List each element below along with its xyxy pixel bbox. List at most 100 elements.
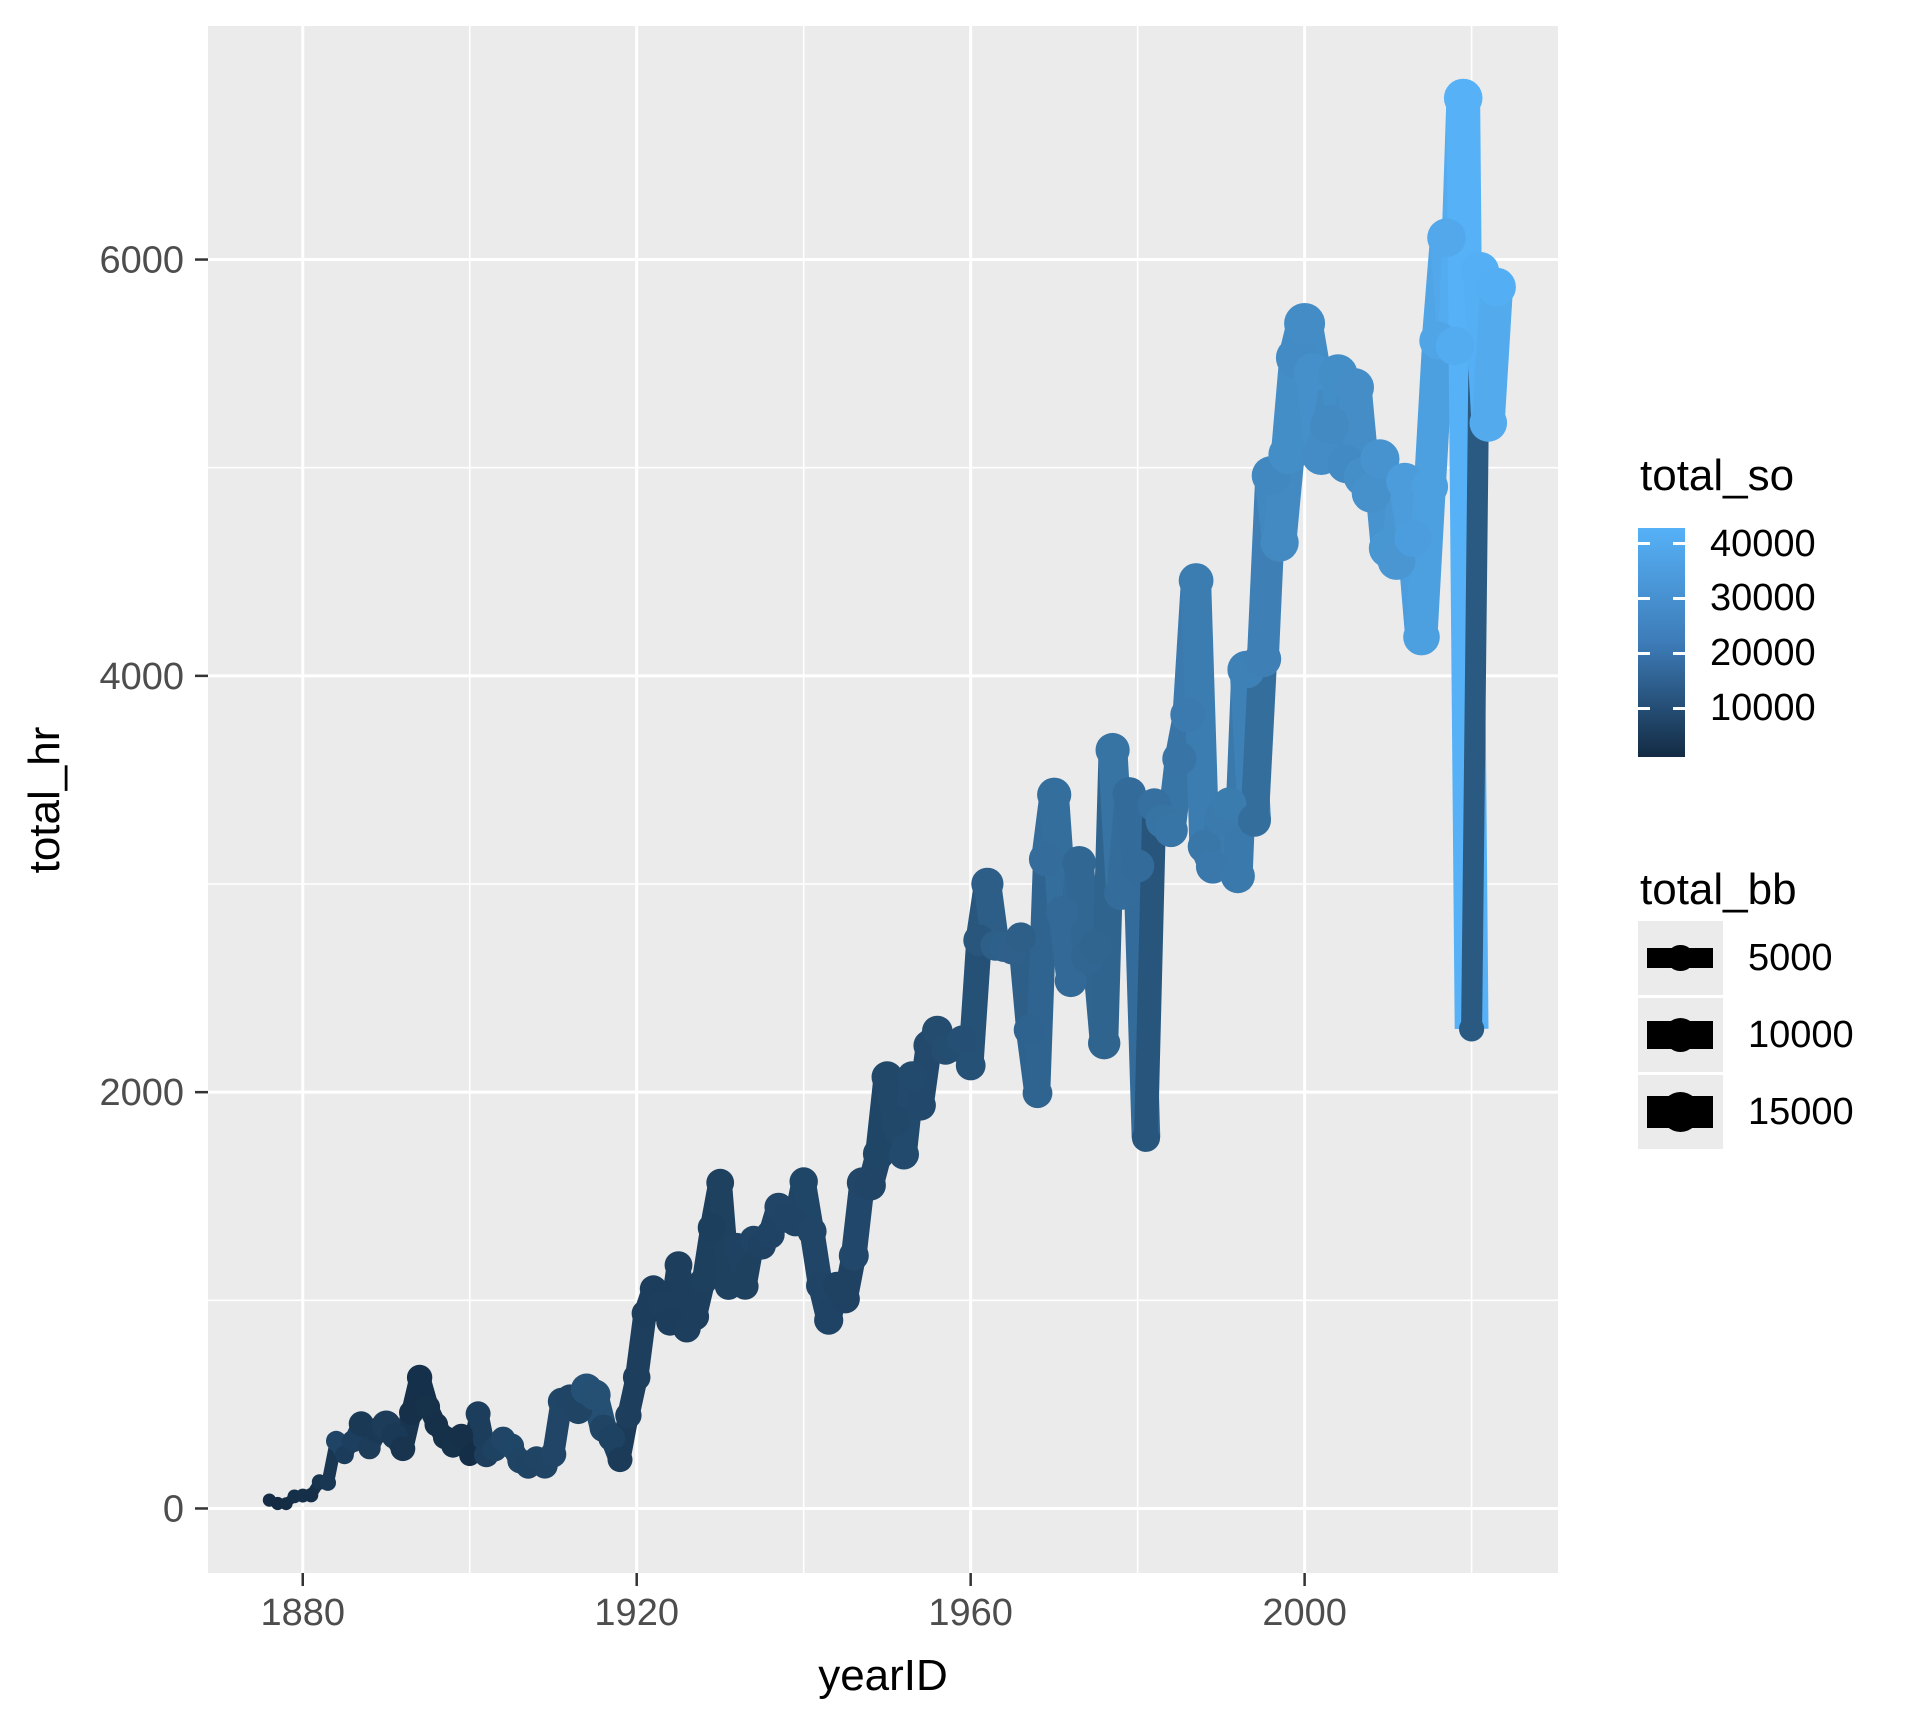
data-point: [607, 1447, 633, 1473]
data-point: [415, 1394, 441, 1419]
data-point: [731, 1273, 759, 1300]
data-point: [1427, 218, 1466, 257]
data-point: [689, 1267, 718, 1295]
y-axis: 0 2000 4000 6000: [99, 240, 208, 1530]
colorbar-tick: [1673, 542, 1685, 545]
y-tick-label: 0: [163, 1488, 184, 1530]
data-point: [1310, 405, 1349, 444]
data-point: [1403, 618, 1440, 656]
data-point: [1079, 930, 1113, 964]
data-point: [862, 1137, 895, 1170]
y-tick-label: 2000: [99, 1072, 184, 1114]
data-point: [1351, 473, 1392, 513]
data-point: [1443, 78, 1483, 118]
data-point: [1459, 1016, 1485, 1042]
data-point: [855, 1169, 886, 1201]
data-point: [1284, 303, 1326, 344]
data-point: [947, 1025, 977, 1055]
data-point: [1178, 563, 1214, 598]
data-point: [789, 1167, 818, 1196]
size-key-point-glyph: [1663, 1018, 1698, 1052]
x-tick-label: 2000: [1262, 1592, 1347, 1634]
data-point: [1170, 697, 1206, 733]
data-point: [971, 867, 1004, 900]
data-point: [1005, 922, 1036, 953]
data-point: [697, 1213, 726, 1242]
legend-bb-title: total_bb: [1640, 865, 1797, 914]
series-segment: [1413, 339, 1455, 488]
size-legend-key: [1638, 1075, 1723, 1149]
data-point: [319, 1474, 336, 1491]
x-tick-label: 1880: [260, 1592, 345, 1634]
legend-so-title: total_so: [1640, 451, 1795, 500]
data-point: [706, 1168, 735, 1197]
size-legend-label: 5000: [1748, 937, 1833, 979]
points-layer: [262, 78, 1516, 1511]
x-tick-label: 1920: [594, 1592, 679, 1634]
x-axis: 1880 1920 1960 2000: [260, 1573, 1347, 1634]
data-point: [1022, 1078, 1053, 1109]
colorbar-tick: [1673, 596, 1685, 600]
series-segment: [1024, 858, 1059, 1094]
data-point: [1154, 813, 1188, 848]
data-point: [1335, 368, 1374, 407]
data-point: [897, 1061, 928, 1092]
data-point: [1104, 876, 1138, 910]
size-legend-label: 15000: [1748, 1091, 1854, 1133]
data-point: [1212, 787, 1247, 822]
size-key-point-glyph: [1667, 944, 1694, 972]
y-tick-label: 4000: [99, 656, 184, 698]
colorbar-tick: [1638, 596, 1650, 600]
series-segment: [1405, 485, 1446, 639]
size-legend-key: [1638, 998, 1723, 1072]
size-legend-key: [1638, 921, 1723, 995]
data-point: [1260, 523, 1299, 562]
x-axis-title: yearID: [818, 1651, 948, 1700]
size-legend-label: 10000: [1748, 1014, 1854, 1056]
colorbar-tick: [1673, 706, 1685, 710]
data-point: [303, 1488, 319, 1503]
data-point: [1220, 859, 1255, 894]
data-point: [1244, 640, 1282, 678]
data-point: [1095, 732, 1130, 768]
data-point: [1037, 777, 1072, 812]
data-point: [465, 1401, 491, 1427]
data-point: [955, 1050, 986, 1081]
data-point: [1477, 267, 1516, 307]
data-point: [838, 1240, 869, 1271]
data-point: [622, 1363, 651, 1392]
data-point: [888, 1139, 920, 1170]
data-point: [814, 1305, 844, 1335]
colorbar-tick-label: 10000: [1710, 687, 1816, 729]
data-point: [830, 1284, 860, 1314]
data-point: [1013, 1014, 1045, 1046]
colorbar-tick: [1673, 651, 1685, 655]
data-point: [797, 1216, 827, 1246]
data-point: [1394, 519, 1432, 557]
data-point: [406, 1364, 433, 1391]
colorbar-tick: [1638, 651, 1650, 655]
data-point: [579, 1379, 611, 1411]
data-point: [1162, 741, 1197, 776]
data-point: [681, 1302, 710, 1331]
data-point: [390, 1436, 416, 1462]
data-point: [598, 1424, 626, 1452]
data-point: [880, 1105, 911, 1136]
data-point: [1028, 842, 1063, 877]
colorbar-tick-label: 40000: [1710, 522, 1816, 565]
data-point: [1112, 777, 1147, 811]
data-point: [1435, 326, 1475, 366]
colorbar-tick-label: 20000: [1710, 632, 1816, 675]
data-point: [1062, 846, 1096, 880]
data-point: [1054, 964, 1087, 998]
data-point: [1360, 439, 1400, 479]
colorbar-gradient: [1638, 528, 1685, 757]
series-segment: [1471, 286, 1514, 424]
data-point: [615, 1402, 642, 1429]
panel-background: [208, 26, 1558, 1573]
data-point: [540, 1441, 567, 1468]
gridlines-major: [208, 26, 1558, 1573]
data-point: [1268, 434, 1308, 474]
data-point: [905, 1090, 936, 1121]
